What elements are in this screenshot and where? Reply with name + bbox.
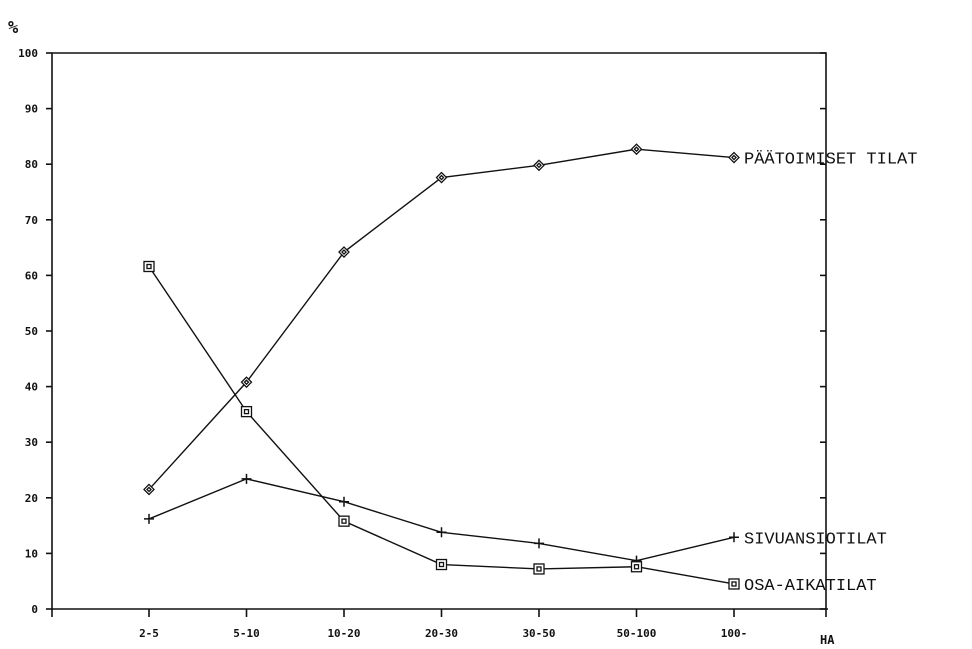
series [144,473,739,566]
data-point-plus [144,513,154,524]
data-point-diamond-inner [146,486,152,493]
data-point-diamond-inner [438,174,445,181]
y-tick-labels: 0 10 20 30 40 50 60 70 80 90 100 [18,47,38,616]
data-point-plus [729,532,739,543]
data-point-diamond-inner [243,379,250,386]
series-label: OSA-AIKATILAT [744,577,877,596]
series [143,260,740,590]
y-tick-label: 20 [25,492,38,505]
x-axis-title: HA [820,633,835,647]
series-labels: PÄÄTOIMISET TILAT SIVUANSIOTILAT OSA-AIKAT… [744,150,917,596]
y-tick-label: 40 [25,381,38,394]
x-tick-labels: 2-5 5-10 10-20 20-30 30-50 50-100 100- [139,627,747,640]
data-point-plus [436,527,447,538]
data-point-square-inner [731,581,737,587]
y-tick-label: 0 [31,603,38,616]
data-point-diamond-inner [536,162,542,169]
data-point-diamond-inner [633,146,640,153]
data-point-plus [534,538,544,549]
y-tick-label: 30 [25,436,38,449]
series [143,143,740,496]
data-point-square-inner [243,408,250,415]
data-point-plus [339,496,349,507]
data-point-square-inner [341,518,347,524]
x-tick-label: 2-5 [139,627,159,640]
series-label: PÄÄTOIMISET TILAT [744,150,917,170]
x-tick-label: 5-10 [233,627,260,640]
data-point-square-inner [146,263,152,270]
y-tick-label: 50 [25,325,38,338]
series-group [143,143,740,590]
plot-frame [51,52,827,609]
axes [46,52,828,617]
data-point-square-inner [438,561,445,568]
y-tick-label: 90 [25,103,38,116]
x-tick-label: 20-30 [425,627,458,640]
data-point-plus [241,473,252,484]
series-label: SIVUANSIOTILAT [744,530,887,549]
y-tick-label: 10 [25,547,38,560]
y-tick-label: 100 [18,47,38,60]
y-axis-title: % [8,18,19,38]
data-point-diamond-inner [731,154,737,161]
y-tick-label: 80 [25,158,38,171]
x-tick-label: 10-20 [327,627,360,640]
data-point-diamond-inner [341,249,347,255]
x-tick-label: 30-50 [522,627,555,640]
x-tick-label: 100- [721,627,748,640]
series-line [148,148,735,490]
data-point-square-inner [633,564,640,570]
y-tick-label: 60 [25,269,38,282]
data-point-square-inner [536,566,542,572]
y-tick-label: 70 [25,214,38,227]
series-line [148,478,735,562]
x-tick-label: 50-100 [617,627,657,640]
